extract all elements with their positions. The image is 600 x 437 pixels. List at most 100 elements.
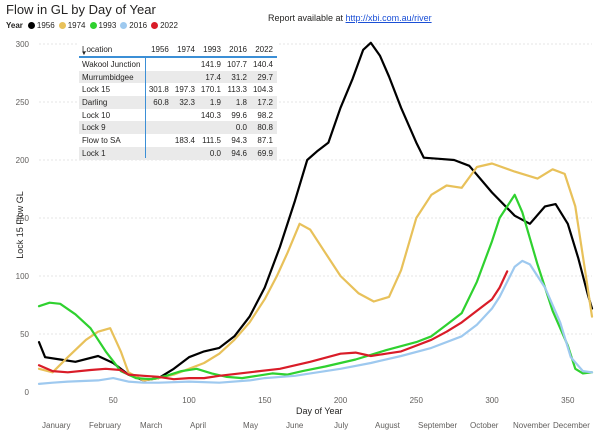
month-label: April — [190, 421, 207, 430]
table-cell: 17.4 — [198, 70, 225, 84]
column-header[interactable]: 1956 — [146, 42, 173, 58]
y-tick-label: 250 — [16, 98, 30, 107]
table-cell: 1.9 — [198, 96, 225, 109]
table-cell: 17.2 — [250, 96, 277, 109]
table-cell: Murrumbidgee — [79, 70, 147, 84]
x-tick-label: 100 — [182, 396, 196, 405]
flow-table: Location ▼ 1956 1974 1993 2016 2022 Wakoo… — [79, 42, 277, 160]
y-tick-label: 150 — [16, 214, 30, 223]
x-axis-label: Day of Year — [296, 406, 343, 416]
table-cell: Lock 10 — [82, 110, 111, 120]
x-tick-label: 150 — [258, 396, 272, 405]
legend-dot — [58, 22, 66, 29]
table-cell: 94.3 — [231, 135, 247, 145]
report-prefix: Report available at — [268, 13, 346, 23]
table-cell — [147, 57, 173, 71]
table-cell: 94.6 — [224, 146, 251, 160]
table-cell: 301.8 — [148, 85, 169, 95]
column-header[interactable]: 2022 — [250, 42, 277, 58]
month-label: May — [243, 421, 259, 430]
legend-label: Year — [6, 21, 23, 30]
series-line-2016 — [37, 259, 594, 385]
table-cell: 113.3 — [227, 85, 247, 95]
table-cell — [172, 70, 199, 84]
column-header[interactable]: 1993 — [198, 42, 225, 58]
table-row[interactable]: Darling 60.8 32.3 1.9 1.8 17.2 — [79, 96, 277, 109]
legend-dot — [89, 22, 97, 29]
column-header-label: Location — [82, 44, 113, 54]
y-axis-label: Lock 15 Flow GL — [15, 191, 25, 259]
table-cell — [146, 121, 173, 135]
x-tick-label: 350 — [561, 396, 575, 405]
table-cell — [198, 121, 225, 135]
x-tick-label: 300 — [485, 396, 499, 405]
table-cell: 99.6 — [231, 110, 247, 120]
month-label: February — [89, 421, 122, 430]
legend-dot — [27, 22, 35, 29]
series-line-1974 — [37, 162, 594, 382]
month-label: June — [286, 421, 304, 430]
table-cell — [173, 109, 199, 122]
table-row[interactable]: Lock 10 140.3 99.6 98.2 — [79, 109, 277, 122]
legend-item-label: 1956 — [36, 21, 55, 30]
legend-item-2016[interactable]: 2016 — [120, 21, 147, 30]
x-tick-label: 200 — [334, 396, 348, 405]
table-cell — [147, 109, 173, 122]
table-cell: 31.2 — [224, 70, 251, 84]
table-cell: Darling — [79, 96, 147, 109]
sort-descending-icon[interactable]: ▼ — [81, 51, 87, 57]
x-tick-label: 50 — [109, 396, 118, 405]
table-cell: 111.5 — [202, 135, 221, 145]
table-row[interactable]: Flow to SA 183.4 111.5 94.3 87.1 — [79, 134, 277, 147]
table-cell: 80.8 — [250, 121, 277, 135]
table-cell: 87.1 — [257, 135, 273, 145]
month-label: August — [375, 421, 400, 430]
y-tick-label: 100 — [16, 272, 30, 281]
table-row[interactable]: Lock 9 0.0 80.8 — [79, 121, 277, 135]
legend-dot — [120, 22, 128, 29]
series-line-2022 — [37, 270, 509, 381]
table-cell — [172, 121, 199, 135]
y-tick-label: 200 — [16, 156, 30, 165]
chart-title: Flow in GL by Day of Year — [6, 2, 156, 17]
table-cell: Flow to SA — [82, 135, 121, 145]
table-row[interactable]: Murrumbidgee 17.4 31.2 29.7 — [79, 70, 277, 84]
table-cell: 107.7 — [226, 59, 247, 69]
month-label: November — [513, 421, 550, 430]
y-tick-label: 0 — [25, 388, 30, 397]
table-cell: 69.9 — [250, 146, 277, 160]
y-tick-label: 300 — [16, 40, 30, 49]
table-cell — [172, 146, 199, 160]
legend-item-1993[interactable]: 1993 — [89, 21, 117, 30]
month-label: December — [553, 421, 590, 430]
column-header[interactable]: Location ▼ — [79, 42, 147, 58]
table-row[interactable]: Lock 15 301.8 197.3 170.1 113.3 104.3 — [79, 83, 277, 96]
month-label: September — [418, 421, 458, 430]
table-divider — [145, 58, 146, 158]
table-cell: 183.4 — [174, 135, 195, 145]
table-cell: Lock 1 — [79, 146, 147, 160]
legend-item-1956[interactable]: 1956 — [27, 21, 55, 30]
table-cell: 1.8 — [224, 96, 251, 109]
table-cell: 170.1 — [200, 85, 221, 95]
column-header[interactable]: 1974 — [172, 42, 199, 58]
table-row[interactable]: Lock 1 0.0 94.6 69.9 — [79, 146, 277, 160]
table-header-row: Location ▼ 1956 1974 1993 2016 2022 — [79, 42, 277, 58]
legend-item-label: 2022 — [160, 21, 178, 30]
table-cell: Lock 15 — [82, 85, 111, 95]
month-label: January — [42, 421, 71, 430]
table-cell: 104.3 — [252, 85, 273, 95]
legend-item-2022[interactable]: 2022 — [151, 21, 178, 30]
table-cell: 32.3 — [172, 96, 199, 109]
column-header[interactable]: 2016 — [224, 42, 251, 58]
legend-item-1974[interactable]: 1974 — [58, 21, 86, 30]
legend: Year 1956 1974 1993 2016 2022 — [6, 21, 182, 30]
table-cell: 98.2 — [257, 110, 273, 120]
legend-item-label: 1993 — [98, 21, 117, 30]
x-tick-label: 250 — [410, 396, 424, 405]
table-row[interactable]: Wakool Junction 141.9 107.7 140.4 — [79, 57, 277, 71]
legend-dot — [151, 22, 159, 29]
y-tick-label: 50 — [20, 330, 29, 339]
report-link[interactable]: http://xbi.com.au/river — [345, 13, 432, 23]
